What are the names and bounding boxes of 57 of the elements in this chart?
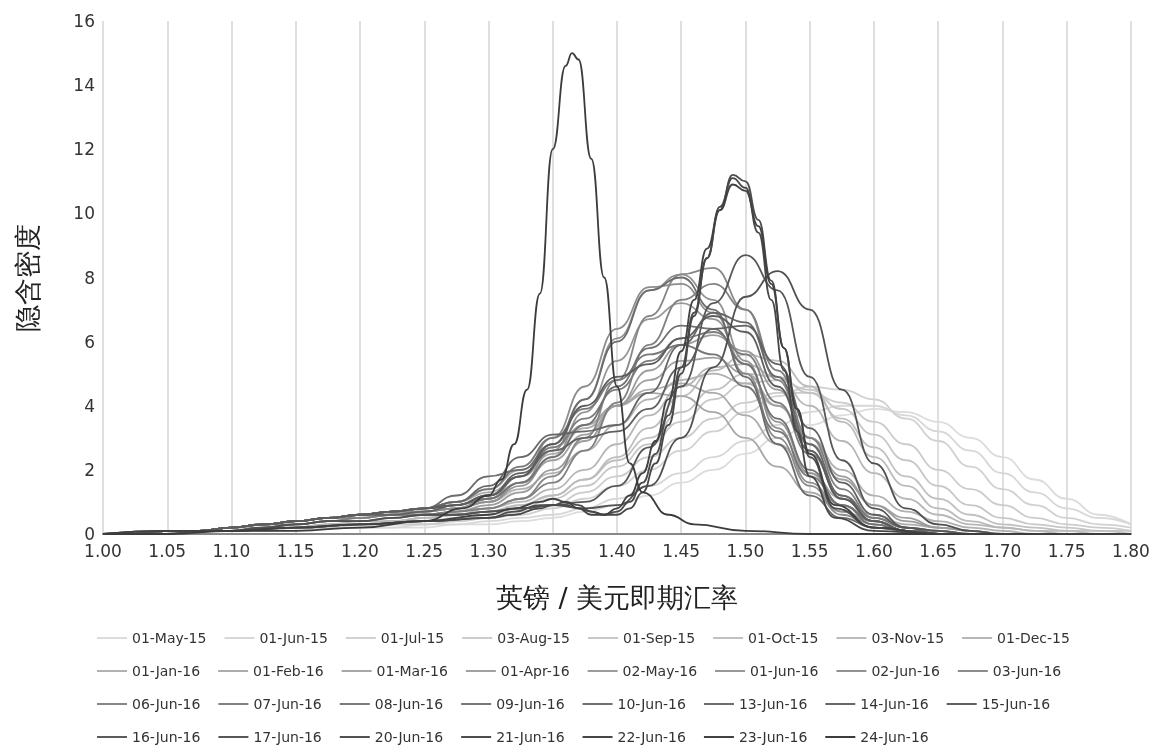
x-tick-label: 1.65 bbox=[919, 540, 958, 561]
x-tick-label: 1.50 bbox=[726, 540, 765, 561]
y-tick-label: 4 bbox=[84, 395, 95, 416]
y-axis-title: 隐含密度 bbox=[12, 223, 43, 332]
legend-label: 24-Jun-16 bbox=[860, 729, 929, 745]
legend-label: 01-Sep-15 bbox=[622, 630, 696, 646]
legend-label: 14-Jun-16 bbox=[860, 696, 929, 712]
legend-label: 23-Jun-16 bbox=[738, 729, 808, 745]
legend-label: 06-Jun-16 bbox=[132, 696, 201, 712]
x-tick-label: 1.05 bbox=[148, 540, 187, 561]
y-tick-label: 16 bbox=[73, 11, 95, 31]
legend-label: 13-Jun-16 bbox=[738, 696, 808, 712]
legend-label: 16-Jun-16 bbox=[132, 729, 201, 745]
x-tick-label: 1.40 bbox=[598, 540, 636, 561]
y-tick-label: 12 bbox=[73, 139, 95, 160]
legend-label: 01-Jun-16 bbox=[750, 663, 819, 679]
legend-label: 02-May-16 bbox=[622, 663, 698, 679]
legend-label: 03-Jun-16 bbox=[992, 663, 1062, 679]
legend-label: 01-Feb-16 bbox=[253, 663, 324, 679]
x-tick-label: 1.60 bbox=[855, 540, 893, 561]
legend-label: 01-Apr-16 bbox=[500, 663, 570, 679]
legend-label: 01-Oct-15 bbox=[748, 630, 819, 646]
y-tick-label: 2 bbox=[84, 459, 95, 480]
x-tick-label: 1.55 bbox=[790, 540, 829, 561]
x-tick-label: 1.10 bbox=[212, 540, 251, 561]
y-tick-label: 8 bbox=[84, 267, 95, 288]
legend-label: 01-Jun-15 bbox=[259, 630, 328, 646]
x-tick-label: 1.30 bbox=[469, 540, 508, 561]
legend-label: 17-Jun-16 bbox=[253, 729, 322, 745]
legend-label: 07-Jun-16 bbox=[253, 696, 322, 712]
y-tick-label: 14 bbox=[73, 75, 95, 96]
x-tick-label: 1.35 bbox=[533, 540, 572, 561]
x-tick-label: 1.25 bbox=[405, 540, 444, 561]
legend-label: 02-Jun-16 bbox=[871, 663, 940, 679]
legend-label: 03-Nov-15 bbox=[871, 630, 945, 646]
x-tick-label: 1.75 bbox=[1047, 540, 1086, 561]
y-tick-label: 10 bbox=[73, 203, 95, 224]
x-tick-label: 1.70 bbox=[983, 540, 1022, 561]
legend-label: 09-Jun-16 bbox=[496, 696, 565, 712]
legend-label: 01-Mar-16 bbox=[376, 663, 448, 679]
x-tick-label: 1.20 bbox=[341, 540, 379, 561]
y-tick-label: 6 bbox=[84, 331, 95, 352]
legend-label: 21-Jun-16 bbox=[496, 729, 565, 745]
legend-label: 08-Jun-16 bbox=[374, 696, 444, 712]
legend-label: 01-Dec-15 bbox=[997, 630, 1070, 646]
legend-label: 01-Jul-15 bbox=[380, 630, 445, 646]
x-axis-title: 英镑 / 美元即期汇率 bbox=[495, 582, 739, 613]
legend-label: 22-Jun-16 bbox=[617, 729, 687, 745]
legend-label: 03-Aug-15 bbox=[497, 630, 570, 646]
x-tick-label: 1.80 bbox=[1112, 540, 1150, 561]
legend-label: 10-Jun-16 bbox=[617, 696, 687, 712]
x-tick-label: 1.45 bbox=[662, 540, 701, 561]
legend-label: 15-Jun-16 bbox=[981, 696, 1051, 712]
legend-label: 01-May-15 bbox=[132, 630, 207, 646]
legend-label: 20-Jun-16 bbox=[374, 729, 444, 745]
x-tick-label: 1.15 bbox=[276, 540, 315, 561]
legend-label: 01-Jan-16 bbox=[132, 663, 201, 679]
